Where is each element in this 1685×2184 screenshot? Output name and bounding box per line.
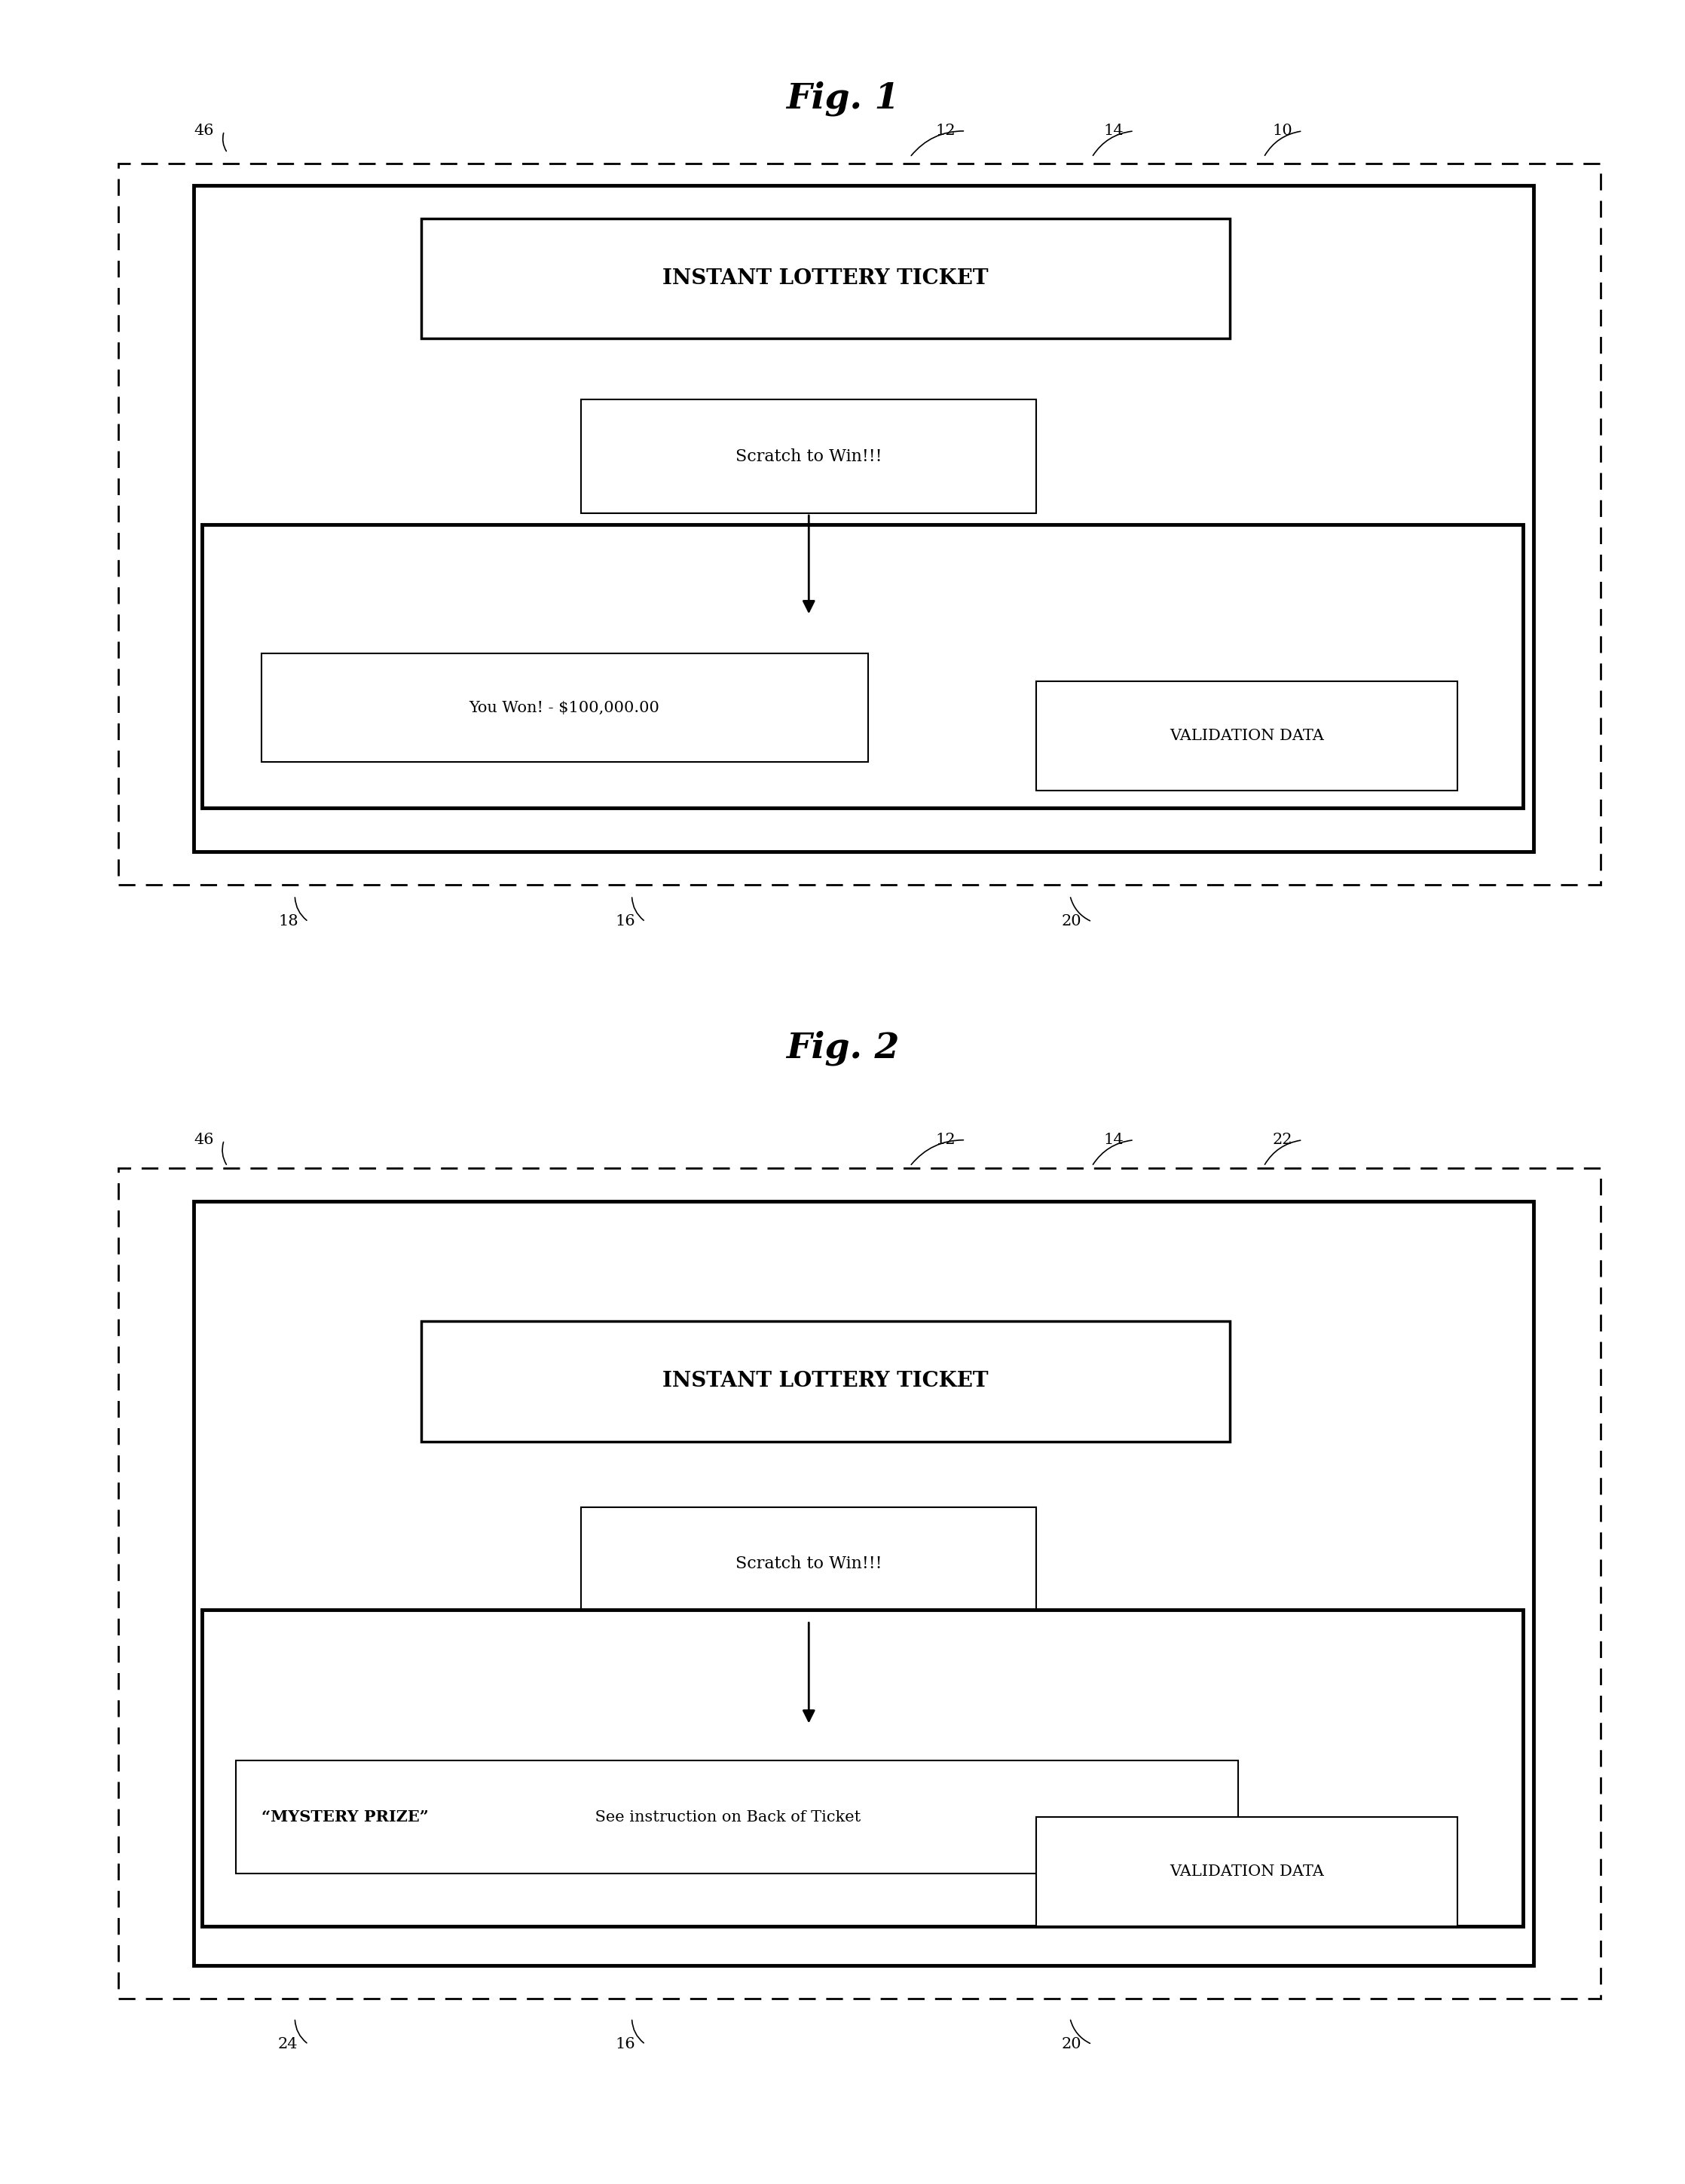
Text: INSTANT LOTTERY TICKET: INSTANT LOTTERY TICKET [662, 269, 989, 288]
Text: VALIDATION DATA: VALIDATION DATA [1169, 1865, 1324, 1878]
Text: 16: 16 [615, 915, 635, 928]
Bar [581, 400, 1036, 513]
Text: 20: 20 [1062, 915, 1082, 928]
Bar [1036, 1817, 1458, 1926]
Bar [421, 218, 1230, 339]
Bar [202, 1610, 1523, 1926]
Bar [202, 524, 1523, 808]
Text: 14: 14 [1104, 1133, 1124, 1147]
Bar [236, 1760, 1238, 1874]
Text: Scratch to Win!!!: Scratch to Win!!! [736, 448, 881, 465]
Text: 10: 10 [1272, 124, 1292, 138]
Text: 46: 46 [194, 1133, 214, 1147]
Bar [1036, 681, 1458, 791]
Bar [118, 164, 1601, 885]
Text: 12: 12 [935, 1133, 955, 1147]
Text: 18: 18 [278, 915, 298, 928]
Text: 14: 14 [1104, 124, 1124, 138]
Text: “MYSTERY PRIZE”: “MYSTERY PRIZE” [261, 1811, 428, 1824]
Bar [581, 1507, 1036, 1621]
Bar [421, 1321, 1230, 1441]
Text: Scratch to Win!!!: Scratch to Win!!! [736, 1555, 881, 1572]
Text: 16: 16 [615, 2038, 635, 2051]
Text: See instruction on Back of Ticket: See instruction on Back of Ticket [590, 1811, 861, 1824]
Bar [194, 186, 1533, 852]
Bar [194, 1201, 1533, 1966]
Text: Fig. 1: Fig. 1 [785, 81, 900, 116]
Text: 22: 22 [1272, 1133, 1292, 1147]
Text: 12: 12 [935, 124, 955, 138]
Text: INSTANT LOTTERY TICKET: INSTANT LOTTERY TICKET [662, 1372, 989, 1391]
Text: VALIDATION DATA: VALIDATION DATA [1169, 729, 1324, 743]
Text: You Won! - $100,000.00: You Won! - $100,000.00 [468, 701, 661, 714]
Text: 20: 20 [1062, 2038, 1082, 2051]
Bar [118, 1168, 1601, 1998]
Text: 24: 24 [278, 2038, 298, 2051]
Bar [261, 653, 868, 762]
Text: 46: 46 [194, 124, 214, 138]
Text: Fig. 2: Fig. 2 [785, 1031, 900, 1066]
